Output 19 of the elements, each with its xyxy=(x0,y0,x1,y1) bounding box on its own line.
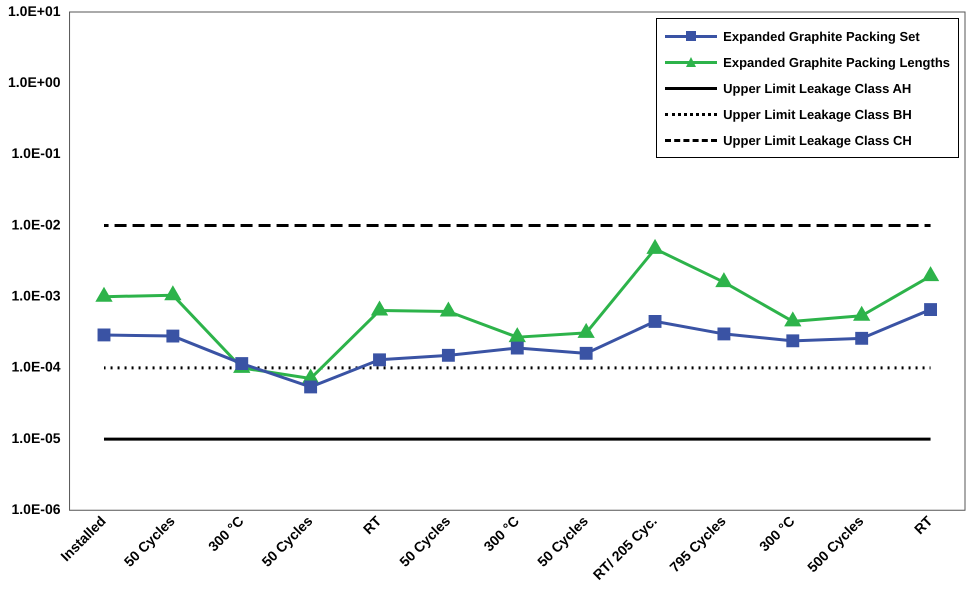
y-tick-label: 1.0E-01 xyxy=(12,145,61,162)
y-tick-label: 1.0E-06 xyxy=(12,501,61,518)
legend-label: Upper Limit Leakage Class BH xyxy=(723,106,912,122)
y-tick-label: 1.0E+01 xyxy=(8,2,61,19)
y-tick-label: 1.0E-04 xyxy=(12,358,61,375)
y-tick-label: 1.0E-02 xyxy=(12,216,61,232)
y-tick-label: 1.0E-03 xyxy=(12,288,61,304)
legend-label: Upper Limit Leakage Class CH xyxy=(723,132,912,148)
x-tick-label: 300 °C xyxy=(756,512,798,554)
x-tick-label: RT xyxy=(910,512,936,538)
x-tick-label: 300 °C xyxy=(480,512,522,554)
y-tick-label: 1.0E-05 xyxy=(12,430,61,446)
legend-label: Upper Limit Leakage Class AH xyxy=(723,80,912,96)
x-tick-label: 300 °C xyxy=(204,512,247,554)
x-tick-label: RT xyxy=(360,512,385,538)
legend-label: Expanded Graphite Packing Lengths xyxy=(723,54,950,70)
legend-label: Expanded Graphite Packing Set xyxy=(723,28,920,44)
y-tick-label: 1.0E+00 xyxy=(8,74,61,90)
x-tick-label: RT/ 205 Cyc. xyxy=(590,512,660,583)
